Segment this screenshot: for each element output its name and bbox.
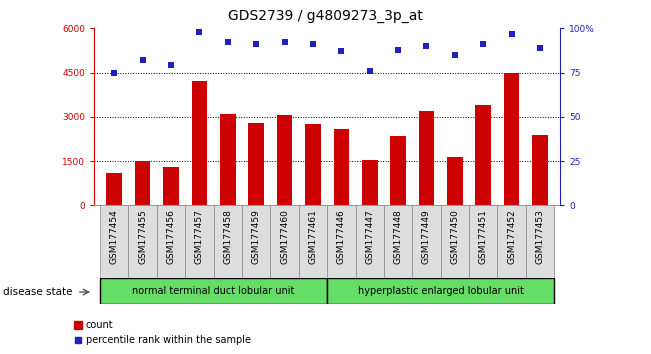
Point	[393, 47, 403, 52]
Text: disease state: disease state	[3, 287, 73, 297]
Text: GSM177455: GSM177455	[138, 209, 147, 264]
Bar	[214, 205, 242, 278]
Bar	[100, 278, 327, 304]
Text: GSM177459: GSM177459	[252, 209, 260, 264]
Text: GSM177450: GSM177450	[450, 209, 460, 264]
Bar	[327, 205, 355, 278]
Bar	[100, 205, 128, 278]
Point	[166, 63, 176, 68]
Bar	[362, 160, 378, 205]
Point	[365, 68, 375, 74]
Bar	[299, 205, 327, 278]
Text: GSM177458: GSM177458	[223, 209, 232, 264]
Bar	[128, 205, 157, 278]
Bar	[249, 123, 264, 205]
Bar	[135, 161, 150, 205]
Bar	[526, 205, 554, 278]
Text: GSM177461: GSM177461	[309, 209, 318, 264]
Bar	[447, 156, 463, 205]
Point	[421, 43, 432, 49]
Bar	[327, 278, 554, 304]
Text: GSM177456: GSM177456	[167, 209, 176, 264]
Bar	[305, 124, 321, 205]
Text: GDS2739 / g4809273_3p_at: GDS2739 / g4809273_3p_at	[228, 9, 423, 23]
Bar	[277, 115, 292, 205]
Bar	[391, 136, 406, 205]
Text: GSM177448: GSM177448	[394, 209, 402, 264]
Point	[279, 40, 290, 45]
Text: GSM177457: GSM177457	[195, 209, 204, 264]
Text: GSM177460: GSM177460	[280, 209, 289, 264]
Text: hyperplastic enlarged lobular unit: hyperplastic enlarged lobular unit	[357, 286, 523, 296]
Point	[534, 45, 545, 51]
Text: GSM177454: GSM177454	[110, 209, 118, 264]
Bar	[419, 111, 434, 205]
Bar	[270, 205, 299, 278]
Point	[137, 57, 148, 63]
Bar	[441, 205, 469, 278]
Text: GSM177447: GSM177447	[365, 209, 374, 264]
Bar	[157, 205, 186, 278]
Point	[450, 52, 460, 58]
Text: GSM177446: GSM177446	[337, 209, 346, 264]
Legend: count, percentile rank within the sample: count, percentile rank within the sample	[70, 316, 255, 349]
Text: GSM177452: GSM177452	[507, 209, 516, 264]
Bar	[469, 205, 497, 278]
Point	[109, 70, 120, 75]
Point	[251, 41, 262, 47]
Text: GSM177451: GSM177451	[478, 209, 488, 264]
Bar	[532, 135, 547, 205]
Point	[194, 29, 204, 35]
Bar	[107, 173, 122, 205]
Bar	[384, 205, 412, 278]
Bar	[191, 81, 207, 205]
Bar	[220, 114, 236, 205]
Point	[506, 31, 517, 36]
Bar	[163, 167, 179, 205]
Text: normal terminal duct lobular unit: normal terminal duct lobular unit	[132, 286, 295, 296]
Bar	[497, 205, 526, 278]
Bar	[242, 205, 270, 278]
Point	[308, 41, 318, 47]
Bar	[355, 205, 384, 278]
Text: GSM177453: GSM177453	[536, 209, 544, 264]
Text: GSM177449: GSM177449	[422, 209, 431, 264]
Point	[478, 41, 488, 47]
Bar	[504, 73, 519, 205]
Bar	[186, 205, 214, 278]
Bar	[475, 105, 491, 205]
Bar	[412, 205, 441, 278]
Bar	[333, 129, 349, 205]
Point	[223, 40, 233, 45]
Point	[336, 48, 346, 54]
